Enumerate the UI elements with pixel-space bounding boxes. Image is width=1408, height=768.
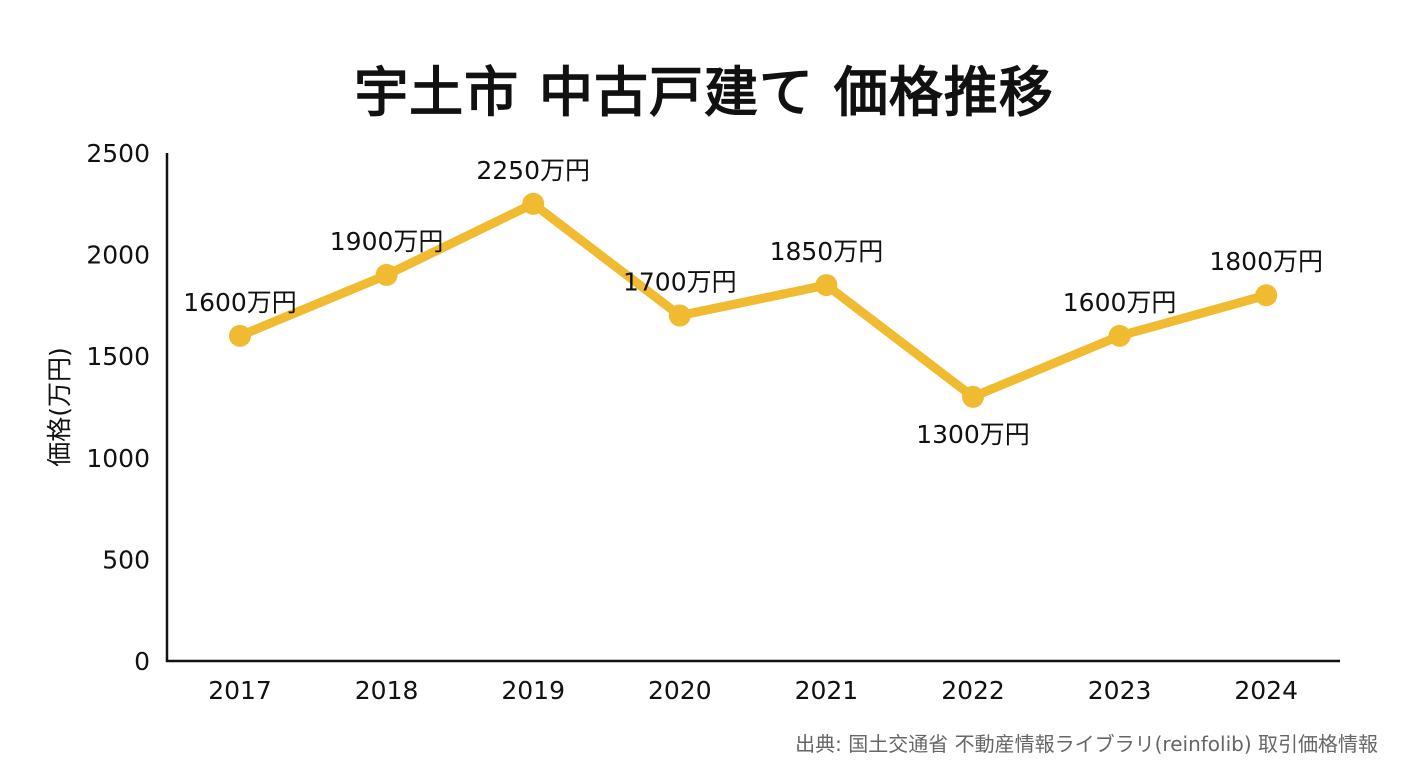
data-point	[522, 192, 545, 215]
source-note: 出典: 国土交通省 不動産情報ライブラリ(reinfolib) 取引価格情報	[795, 732, 1378, 756]
data-labels: 1600万円 1900万円 2250万円 1700万円 1850万円 1300万円 1600…	[183, 156, 1323, 449]
data-point	[815, 274, 838, 297]
data-point	[962, 385, 984, 408]
data-point	[1108, 324, 1131, 347]
y-tick-label: 1500	[86, 342, 150, 371]
x-tick-label: 2023	[1088, 676, 1152, 705]
data-label: 1600万円	[183, 288, 297, 317]
data-point	[1255, 284, 1278, 307]
x-tick-label: 2021	[795, 676, 859, 705]
data-label: 1900万円	[330, 227, 444, 256]
x-tick-label: 2022	[941, 676, 1005, 705]
x-tick-labels: 2017 2018 2019 2020 2021 2022 2023 2024	[208, 676, 1298, 705]
data-label: 1850万円	[770, 237, 884, 266]
x-tick-label: 2017	[208, 676, 272, 705]
chart-title: 宇土市 中古戸建て 価格推移	[354, 61, 1054, 124]
data-point	[229, 324, 251, 347]
x-tick-label: 2019	[501, 676, 565, 705]
data-label: 1300万円	[916, 420, 1030, 449]
data-label: 2250万円	[476, 156, 590, 185]
data-label: 1700万円	[623, 268, 737, 297]
y-tick-labels: 0 500 1000 1500 2000 2500	[86, 139, 150, 676]
y-tick-label: 2000	[86, 241, 150, 270]
x-tick-label: 2024	[1234, 676, 1298, 705]
data-label: 1800万円	[1209, 247, 1323, 276]
y-axis-label: 価格(万円)	[45, 347, 74, 467]
data-point	[668, 304, 691, 327]
series-line	[235, 199, 1271, 402]
data-points	[229, 192, 1278, 408]
data-label: 1600万円	[1063, 288, 1177, 317]
x-tick-label: 2020	[648, 676, 712, 705]
y-tick-label: 500	[102, 545, 150, 574]
x-tick-label: 2018	[355, 676, 419, 705]
data-point	[375, 263, 398, 286]
y-tick-label: 1000	[86, 444, 150, 473]
y-tick-label: 2500	[86, 139, 150, 168]
y-tick-label: 0	[134, 647, 150, 676]
